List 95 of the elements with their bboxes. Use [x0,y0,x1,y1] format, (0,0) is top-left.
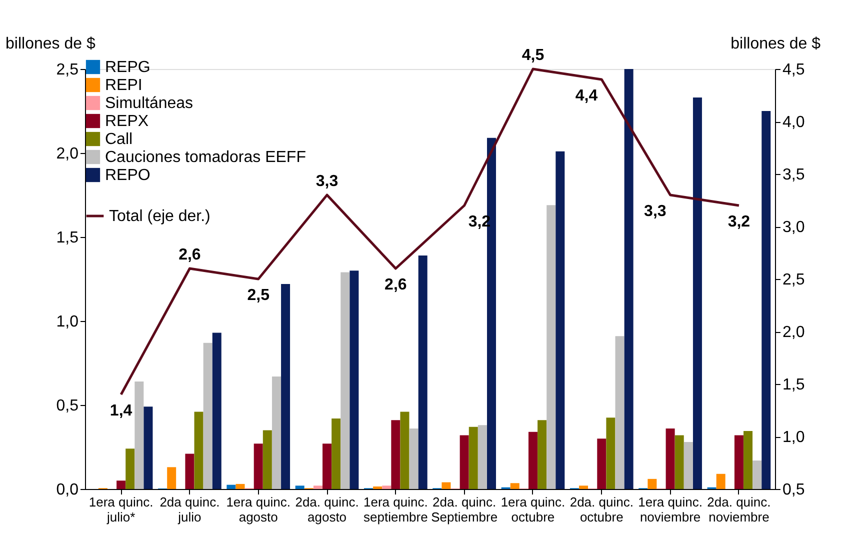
legend-label: REPI [105,77,142,94]
bar [281,284,290,489]
bar [194,412,204,489]
x-tick-label: 2da. quinc. octubre [570,494,634,524]
bar [478,425,487,489]
bar [674,435,684,489]
legend-label: REPX [105,113,149,130]
bar [332,418,341,489]
bar [400,412,410,489]
bar [692,98,702,489]
bar [597,438,606,489]
bar [203,342,212,489]
bar [762,111,771,489]
legend-label: Simultáneas [105,95,194,112]
bar [538,420,547,489]
y-tick-label: 0,5 [56,398,79,414]
bar [579,486,588,489]
legend-label: Total (eje der.) [109,208,210,225]
bar [442,482,451,489]
bar [418,255,428,489]
bar [272,376,281,489]
y2-tick-label: 3,0 [782,219,805,236]
bar [734,435,744,489]
bar [716,474,726,489]
bar [606,418,616,489]
x-tick-label: 1era quinc. noviembre [638,494,702,524]
bar [236,484,245,489]
bar [382,486,392,489]
y2-tick-label: 0,5 [782,482,805,498]
data-label: 4,5 [522,47,544,64]
bar [684,442,693,489]
y2-axis-title: billones de $ [730,36,821,52]
x-tick-label: 1era quinc. agosto [226,494,291,524]
bar [226,484,236,489]
data-label: 1,4 [110,402,132,420]
data-label: 2,6 [384,276,407,294]
data-label: 3,3 [316,173,338,190]
bar [295,486,304,489]
x-tick-label: 2da quinc. julio [160,494,220,524]
bar [666,428,675,489]
legend-label: REPO [105,167,150,184]
bar [322,444,332,489]
y2-tick-label: 1,0 [782,429,805,446]
y2-tick-label: 3,5 [782,166,805,184]
bar [116,480,126,489]
bar [546,205,556,489]
x-tick-label: 2da. quinc. agosto [295,494,359,524]
bar [167,467,176,489]
data-label: 4,4 [575,88,598,104]
bar [254,444,263,489]
y-axis-title: billones de $ [6,36,96,52]
y-tick-label: 0,0 [56,482,79,498]
bar [212,332,222,489]
y-tick-label: 1,0 [56,314,79,330]
legend-label: Call [105,131,133,148]
y2-tick-label: 4,5 [782,62,805,78]
y-tick-label: 2,0 [56,146,79,162]
x-tick-label: 1era quinc. octubre [500,494,566,524]
bar [556,151,565,489]
bar [409,428,418,489]
bar [134,381,144,489]
bar [144,406,153,489]
x-tick-label: 2da. quinc. Septiembre [431,494,498,524]
bar [744,431,753,489]
x-tick-label: 1era quinc. julio* [88,494,154,524]
bar [752,460,762,489]
y2-tick-label: 2,0 [782,324,805,341]
bar [126,448,135,489]
bar [468,426,478,489]
y2-tick-label: 1,5 [782,376,805,394]
bar [340,272,350,489]
bar [528,432,538,489]
bar [510,483,520,489]
bar [350,270,359,489]
data-label: 3,3 [644,203,666,220]
y-tick-label: 1,5 [56,230,79,246]
data-label: 3,2 [728,214,750,230]
y2-tick-label: 2,5 [782,272,805,288]
bar [373,486,382,489]
y2-tick-label: 4,0 [782,114,805,131]
data-label: 2,6 [178,246,201,264]
bar [624,69,634,489]
legend-label: Cauciones tomadoras EEFF [105,149,306,166]
data-label: 2,5 [247,287,270,304]
bar [460,435,469,489]
y-tick-label: 2,5 [56,62,79,78]
bar [648,478,657,489]
bar [262,430,272,489]
x-tick-label: 2da. quinc. noviembre [707,494,771,524]
bar [615,336,624,489]
bar [313,486,322,489]
legend-label: REPG [105,59,150,76]
bar [391,420,400,489]
bar [185,454,194,489]
x-tick-label: 1era quinc. septiembre [364,494,428,524]
